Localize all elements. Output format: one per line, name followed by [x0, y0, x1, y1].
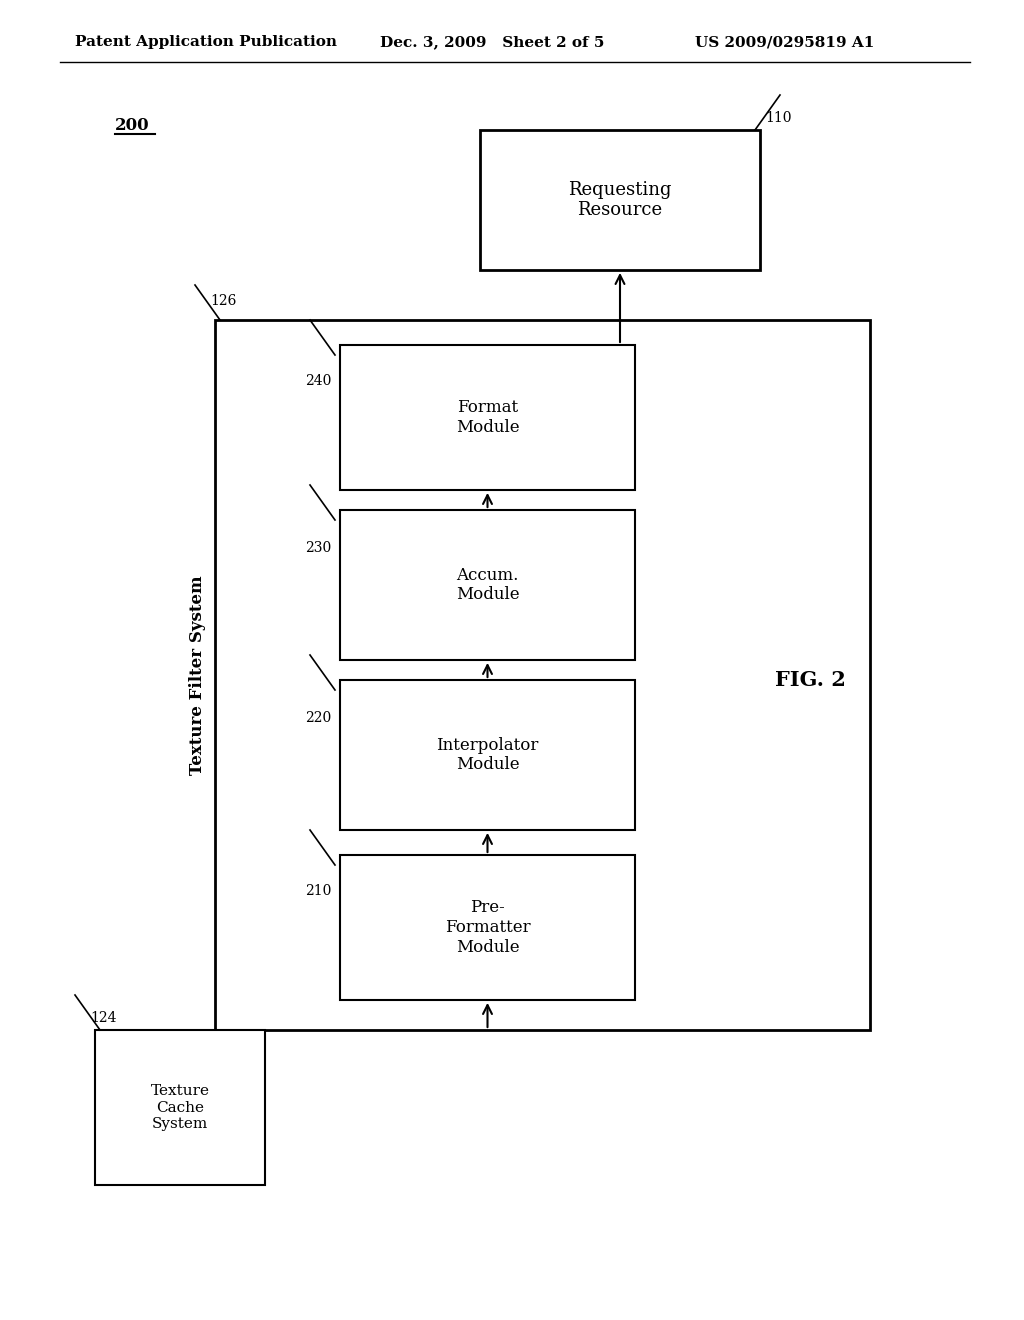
Text: 210: 210 — [305, 884, 332, 898]
Text: Accum.
Module: Accum. Module — [456, 566, 519, 603]
Text: 126: 126 — [210, 294, 237, 308]
Text: Format
Module: Format Module — [456, 399, 519, 436]
Bar — [480, 129, 760, 271]
Text: 240: 240 — [305, 375, 332, 388]
Text: Interpolator
Module: Interpolator Module — [436, 737, 539, 774]
Text: Texture Filter System: Texture Filter System — [188, 576, 206, 775]
Text: 200: 200 — [115, 116, 150, 133]
Bar — [95, 1030, 265, 1185]
Bar — [340, 855, 635, 1001]
Text: Texture
Cache
System: Texture Cache System — [151, 1084, 210, 1131]
Text: 124: 124 — [90, 1011, 117, 1026]
Text: 220: 220 — [305, 710, 331, 725]
Text: Dec. 3, 2009   Sheet 2 of 5: Dec. 3, 2009 Sheet 2 of 5 — [380, 36, 604, 49]
Text: Pre-
Formatter
Module: Pre- Formatter Module — [444, 899, 530, 956]
Text: 110: 110 — [765, 111, 792, 125]
Bar — [340, 680, 635, 830]
Text: Patent Application Publication: Patent Application Publication — [75, 36, 337, 49]
Bar — [215, 319, 870, 1030]
Text: FIG. 2: FIG. 2 — [774, 671, 846, 690]
Bar — [340, 345, 635, 490]
Bar — [340, 510, 635, 660]
Text: US 2009/0295819 A1: US 2009/0295819 A1 — [695, 36, 874, 49]
Text: 230: 230 — [305, 540, 331, 554]
Text: Requesting
Resource: Requesting Resource — [568, 181, 672, 219]
